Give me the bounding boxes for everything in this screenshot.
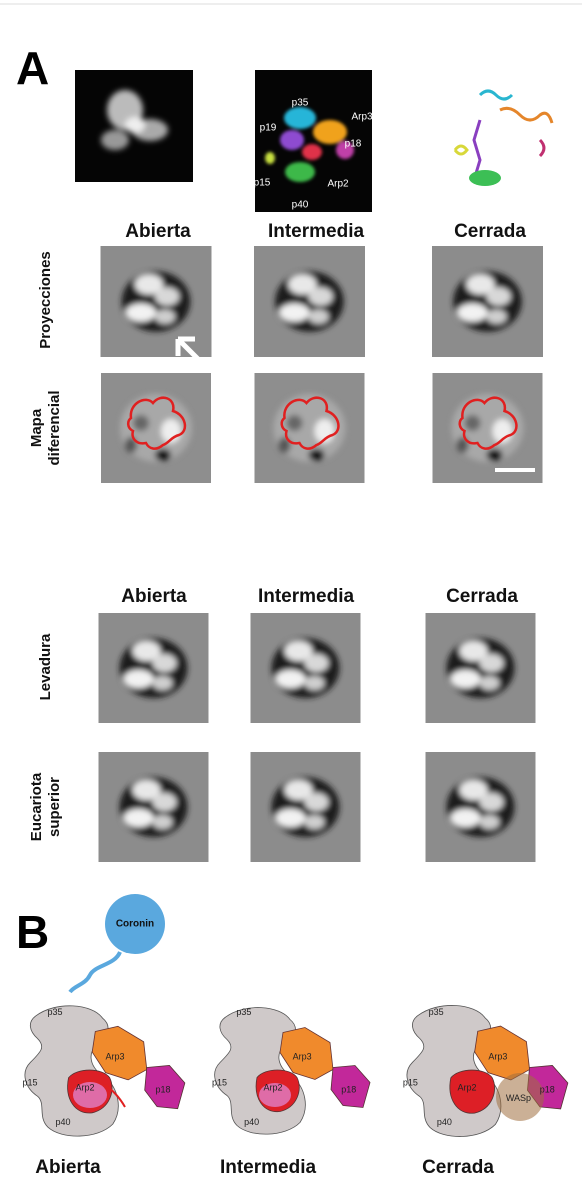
- difference-map: [101, 373, 211, 483]
- schematic: [407, 1005, 568, 1136]
- subunit-label: p40: [55, 1117, 70, 1127]
- subunit-label: Arp3: [488, 1052, 507, 1062]
- subunit-label: p35: [47, 1007, 62, 1017]
- subunit-label: WASp: [506, 1093, 531, 1103]
- column-header: Abierta: [125, 221, 191, 242]
- subunit-label: Arp2: [327, 179, 349, 190]
- difference-map: [255, 373, 365, 483]
- subunit-label: p18: [155, 1085, 170, 1095]
- subunit-label: p40: [292, 200, 309, 211]
- subunit-label: p18: [540, 1085, 555, 1095]
- panel-label: B: [16, 906, 49, 958]
- subunit-label: p35: [292, 98, 309, 109]
- subunit-label: p35: [429, 1007, 444, 1017]
- difference-map: [433, 373, 543, 483]
- row-label: diferencial: [46, 390, 63, 465]
- subunit-label: Arp2: [263, 1083, 282, 1093]
- page: Arp2/3 figure {"panel_a": {"label": "A",…: [0, 0, 582, 1189]
- subunit-label: p15: [254, 178, 271, 189]
- subunit-label: p35: [236, 1007, 251, 1017]
- projection: [254, 246, 365, 357]
- row-label: Levadura: [37, 633, 54, 700]
- subunit-label: Arp2: [75, 1083, 94, 1093]
- subunit-label: Arp3: [105, 1052, 124, 1062]
- class-average: [426, 752, 536, 862]
- subunit-label: p15: [212, 1077, 227, 1087]
- class-average: [99, 752, 209, 862]
- figure: A B Coronin: [0, 0, 582, 1189]
- class-average: [426, 613, 536, 723]
- subunit-label: p40: [244, 1117, 259, 1127]
- column-header: Intermedia: [258, 586, 355, 607]
- subunit-label: p15: [403, 1077, 418, 1087]
- class-average: [251, 752, 361, 862]
- structure-ribbons: [455, 91, 552, 186]
- schematic: [215, 1008, 370, 1135]
- column-header: Abierta: [121, 586, 187, 607]
- class-average: [99, 613, 209, 723]
- body: A B Coronin: [0, 0, 582, 1189]
- subunit-label: Arp3: [351, 112, 373, 123]
- subunit-label: p40: [437, 1117, 452, 1127]
- subunit-label: p15: [22, 1077, 37, 1087]
- schematic: [25, 1006, 185, 1136]
- subunit-label: Arp3: [293, 1052, 312, 1062]
- subunit-label: Arp2: [457, 1083, 476, 1093]
- column-header: Intermedia: [268, 221, 365, 242]
- state-title: Intermedia: [220, 1157, 317, 1178]
- subunit-label: p18: [345, 139, 362, 150]
- state-title: Abierta: [35, 1157, 101, 1178]
- row-label: Proyecciones: [37, 251, 54, 349]
- coronin-label: Coronin: [116, 919, 154, 930]
- state-title: Cerrada: [422, 1157, 494, 1178]
- subunit-label: p18: [341, 1085, 356, 1095]
- row-label: Eucariota: [28, 772, 45, 841]
- coronin-tail: [70, 952, 120, 992]
- panel-label: A: [16, 42, 49, 94]
- projection: [432, 246, 543, 357]
- column-header: Cerrada: [446, 586, 518, 607]
- class-average: [251, 613, 361, 723]
- row-label: Mapa: [28, 408, 45, 447]
- row-label: superior: [46, 777, 63, 837]
- column-header: Cerrada: [454, 221, 526, 242]
- subunit-label: p19: [260, 123, 277, 134]
